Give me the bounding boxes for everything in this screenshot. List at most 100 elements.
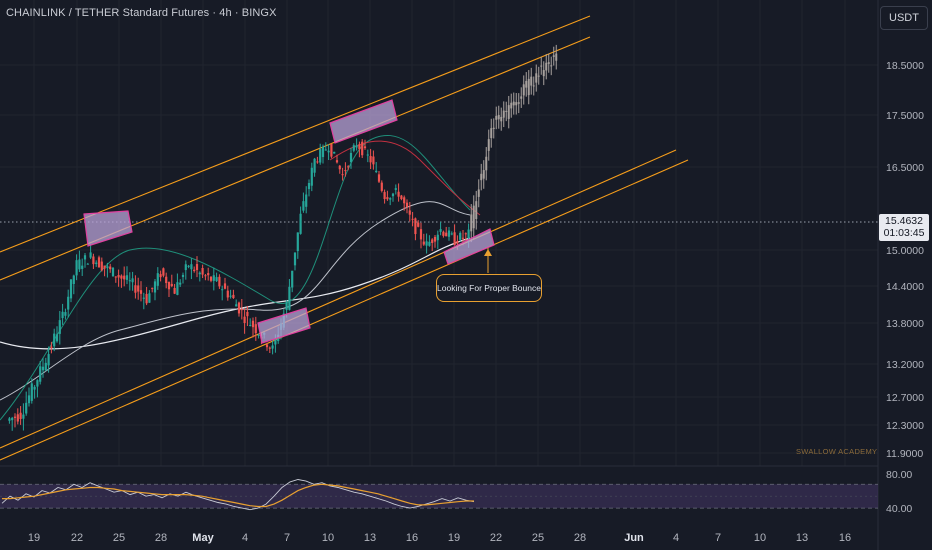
candle-body	[274, 338, 277, 345]
projection-body	[497, 114, 500, 120]
y-tick-label: 16.5000	[886, 162, 924, 174]
candle-body	[78, 259, 81, 270]
candle-body	[433, 236, 437, 242]
candle-body	[453, 232, 456, 246]
candle-body	[218, 276, 221, 287]
x-tick-label: 13	[364, 532, 376, 544]
candle-body	[173, 287, 176, 294]
candle-body	[341, 174, 344, 176]
candle-body	[324, 149, 327, 151]
y-tick-label: 11.9000	[886, 448, 923, 460]
projection-body	[522, 84, 525, 96]
candle-body	[75, 260, 78, 276]
candle-body	[246, 311, 249, 317]
rsi-line	[1, 479, 475, 511]
x-tick-label: 7	[284, 532, 290, 544]
x-tick-label: 16	[406, 532, 418, 544]
projection-body	[485, 156, 488, 171]
candle-body	[414, 218, 417, 235]
candle-body	[439, 229, 442, 232]
candle-body	[333, 151, 336, 154]
candle-body	[95, 262, 98, 264]
candle-body	[134, 285, 137, 293]
candle-body	[111, 267, 115, 277]
x-tick-label: 4	[242, 532, 248, 544]
projection-body	[547, 62, 550, 64]
projection-body	[470, 214, 473, 232]
candle-body	[459, 232, 462, 240]
candle-body	[431, 239, 434, 244]
projection-body	[537, 75, 540, 77]
y-tick-label: 18.5000	[886, 60, 924, 72]
candle-body	[170, 283, 173, 287]
candle-body	[195, 264, 199, 270]
candle-body	[405, 202, 409, 208]
candle-body	[131, 278, 134, 283]
projection-body	[487, 139, 490, 151]
candle-body	[436, 234, 439, 241]
candle-body	[425, 241, 428, 246]
projection-body	[475, 201, 478, 220]
time-axis[interactable]: 19 22 25 28 May 4 7 10 13 16 19 22 25 28 Jun 4 7 10 13 16	[28, 532, 851, 544]
candle-body	[8, 418, 11, 421]
candle-body	[47, 354, 50, 366]
candle-body	[254, 324, 257, 334]
y-tick-label: 17.5000	[886, 110, 924, 122]
candle-body	[447, 230, 451, 237]
projection-body	[540, 65, 543, 67]
channel-line	[0, 159, 689, 461]
support-resistance-zones[interactable]	[83, 99, 495, 344]
candle-body	[162, 268, 165, 276]
candle-body	[456, 240, 459, 244]
price-axis[interactable]: 18.5000 17.5000 16.5000 15.0000 14.4000 13.80…	[886, 60, 924, 515]
candle-body	[86, 263, 89, 265]
candle-body	[100, 261, 103, 271]
candle-body	[299, 213, 302, 234]
candle-body	[117, 275, 120, 278]
projection-body	[472, 205, 475, 229]
candle-body	[249, 324, 252, 326]
candle-body	[92, 256, 95, 265]
candle-body	[386, 197, 389, 200]
projection-body	[535, 73, 538, 83]
candle-body	[41, 366, 45, 371]
candle-body	[338, 165, 341, 170]
candle-body	[335, 160, 339, 163]
candle-body	[349, 152, 353, 163]
candle-body	[109, 266, 112, 270]
projection-body	[542, 70, 545, 77]
currency-unit-button[interactable]: USDT	[880, 6, 928, 30]
candle-body	[142, 297, 145, 299]
candle-body	[137, 285, 140, 292]
rsi-tick-label: 40.00	[886, 503, 912, 515]
candle-body	[53, 333, 56, 347]
projection-body	[552, 55, 555, 57]
candle-body	[422, 241, 425, 245]
candle-body	[120, 275, 123, 279]
candle-body	[103, 265, 106, 269]
candle-body	[403, 197, 406, 204]
candle-body	[366, 154, 369, 156]
candle-body	[442, 231, 445, 236]
candle-body	[179, 282, 182, 285]
x-tick-label: 19	[28, 532, 40, 544]
candle-body	[240, 309, 243, 311]
projection-body	[515, 102, 518, 106]
candle-body	[394, 188, 397, 190]
rsi-pane	[0, 479, 878, 511]
candle-body	[285, 302, 288, 310]
candle-body	[223, 283, 227, 289]
rsi-band	[0, 484, 878, 509]
x-tick-label: 22	[490, 532, 502, 544]
candle-body	[316, 161, 319, 163]
bounce-callout[interactable]: Looking For Proper Bounce	[436, 274, 542, 302]
candle-body	[16, 414, 19, 422]
candle-body	[72, 275, 75, 284]
candle-body	[58, 320, 61, 334]
projection-body	[505, 110, 508, 112]
last-price-value: 15.4632	[885, 215, 923, 227]
x-tick-label: 28	[574, 532, 586, 544]
highlight-zone	[257, 307, 311, 344]
candle-body	[13, 416, 17, 418]
